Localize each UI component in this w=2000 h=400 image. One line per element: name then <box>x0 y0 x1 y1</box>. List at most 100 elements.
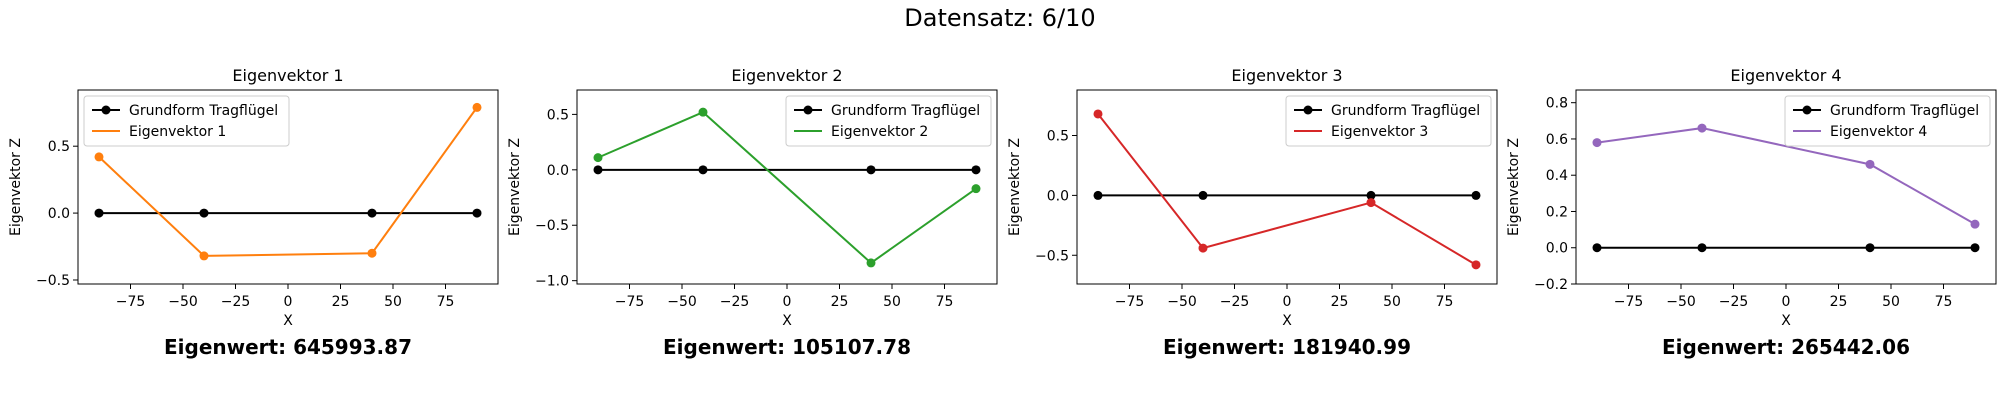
x-tick-label: 50 <box>384 294 402 310</box>
data-point <box>199 251 209 261</box>
x-tick-label: 0 <box>1782 294 1791 310</box>
x-tick-label: 0 <box>1283 294 1292 310</box>
y-axis-label: Eigenvektor Z <box>1007 138 1023 236</box>
x-tick-label: −50 <box>667 294 697 310</box>
data-point <box>698 107 708 117</box>
y-tick-label: 0.0 <box>48 206 70 222</box>
chart-title: Eigenvektor 2 <box>731 66 842 85</box>
legend-box <box>785 95 992 147</box>
chart-panel-4: Eigenvektor 4 −75 −50 −25 0 25 50 75 −0.2 0.0 0.2 0… <box>1506 66 1997 359</box>
x-tick-label: 25 <box>332 294 350 310</box>
x-tick-label: 50 <box>1882 294 1900 310</box>
data-point <box>1970 243 1980 253</box>
data-point <box>1865 159 1875 169</box>
x-tick-label: −75 <box>1614 294 1644 310</box>
y-tick-label: 0.2 <box>1546 204 1568 220</box>
data-point <box>971 184 981 194</box>
eigenvalue-label: Eigenwert: 181940.99 <box>1163 335 1411 359</box>
x-tick-label: 25 <box>1830 294 1848 310</box>
data-point <box>1592 243 1602 253</box>
axes-frame <box>576 89 998 285</box>
x-tick-label: −50 <box>1666 294 1696 310</box>
legend-box <box>1285 95 1492 147</box>
legend-entry: Eigenvektor 2 <box>831 124 928 140</box>
y-tick-label: 0.4 <box>1546 168 1568 184</box>
data-point <box>593 153 603 163</box>
x-tick-label: −25 <box>1220 294 1250 310</box>
series-line-2 <box>1596 127 1976 226</box>
data-point <box>1366 198 1376 208</box>
y-axis-label: Eigenvektor Z <box>507 138 523 236</box>
data-point <box>1198 243 1208 253</box>
x-tick-label: 50 <box>883 294 901 310</box>
data-point <box>472 102 482 112</box>
y-tick-label: −0.5 <box>36 273 70 289</box>
axes-frame <box>1076 89 1498 285</box>
x-tick-label: −25 <box>221 294 251 310</box>
x-axis-label: X <box>782 313 792 329</box>
data-point <box>1970 219 1980 229</box>
legend-marker <box>1303 105 1313 115</box>
x-tick-label: 0 <box>284 294 293 310</box>
y-tick-label: −1.0 <box>535 274 569 290</box>
data-point <box>94 152 104 162</box>
legend-entry: Eigenvektor 3 <box>1331 124 1428 140</box>
legend-entry: Eigenvektor 4 <box>1830 124 1927 140</box>
x-axis-label: X <box>1282 313 1292 329</box>
x-tick-label: −50 <box>168 294 198 310</box>
x-tick-label: −25 <box>720 294 750 310</box>
data-point <box>1697 123 1707 133</box>
x-tick-label: 75 <box>1436 294 1454 310</box>
y-tick-label: −0.5 <box>1035 248 1069 264</box>
legend-box <box>83 95 290 147</box>
x-tick-label: 50 <box>1383 294 1401 310</box>
series-line-2 <box>597 110 977 265</box>
legend-entry: Grundform Tragflügel <box>1830 103 1979 119</box>
legend-entry: Grundform Tragflügel <box>1331 103 1480 119</box>
axes-frame <box>77 89 499 285</box>
x-tick-label: 0 <box>783 294 792 310</box>
series-line-2 <box>98 106 478 257</box>
figure-suptitle: Datensatz: 6/10 <box>904 4 1096 32</box>
x-tick-label: −50 <box>1167 294 1197 310</box>
chart-title: Eigenvektor 3 <box>1231 66 1342 85</box>
data-point <box>1198 190 1208 200</box>
y-tick-label: −0.5 <box>535 218 569 234</box>
chart-panel-2: Eigenvektor 2 −75 −50 −25 0 25 50 75 −1.0 −0.5 0.0… <box>507 66 998 359</box>
y-tick-label: 0.5 <box>547 107 569 123</box>
y-tick-label: 0.0 <box>1546 241 1568 257</box>
data-point <box>698 165 708 175</box>
y-tick-label: 0.5 <box>1047 129 1069 145</box>
data-point <box>1093 190 1103 200</box>
eigenvalue-label: Eigenwert: 105107.78 <box>663 335 911 359</box>
eigenvalue-label: Eigenwert: 265442.06 <box>1662 335 1910 359</box>
y-tick-label: 0.0 <box>547 163 569 179</box>
data-point <box>94 208 104 218</box>
chart-title: Eigenvektor 1 <box>232 66 343 85</box>
y-axis-label: Eigenvektor Z <box>8 138 24 236</box>
data-point <box>367 208 377 218</box>
y-tick-label: 0.0 <box>1047 188 1069 204</box>
data-point <box>472 208 482 218</box>
chart-panel-1: Eigenvektor 1 −75 −50 −25 0 25 50 75 −0.5 0.0 0.5 X… <box>8 66 499 359</box>
x-tick-label: 75 <box>1935 294 1953 310</box>
data-point <box>1471 190 1481 200</box>
legend-marker <box>803 105 813 115</box>
y-tick-label: 0.8 <box>1546 96 1568 112</box>
legend-entry: Eigenvektor 1 <box>129 124 226 140</box>
y-tick-label: 0.5 <box>48 139 70 155</box>
data-point <box>971 165 981 175</box>
data-point <box>1865 243 1875 253</box>
data-point <box>1697 243 1707 253</box>
eigenvalue-label: Eigenwert: 645993.87 <box>164 335 412 359</box>
axes-frame <box>1575 89 1997 285</box>
x-tick-label: 25 <box>831 294 849 310</box>
legend-box <box>1784 95 1991 147</box>
data-point <box>367 248 377 258</box>
x-tick-label: −75 <box>1115 294 1145 310</box>
x-tick-label: −75 <box>615 294 645 310</box>
legend-marker <box>101 105 111 115</box>
chart-panel-3: Eigenvektor 3 −75 −50 −25 0 25 50 75 −0.5 0.0 0.5 X… <box>1007 66 1498 359</box>
data-point <box>1592 138 1602 148</box>
y-tick-label: −0.2 <box>1534 277 1568 293</box>
